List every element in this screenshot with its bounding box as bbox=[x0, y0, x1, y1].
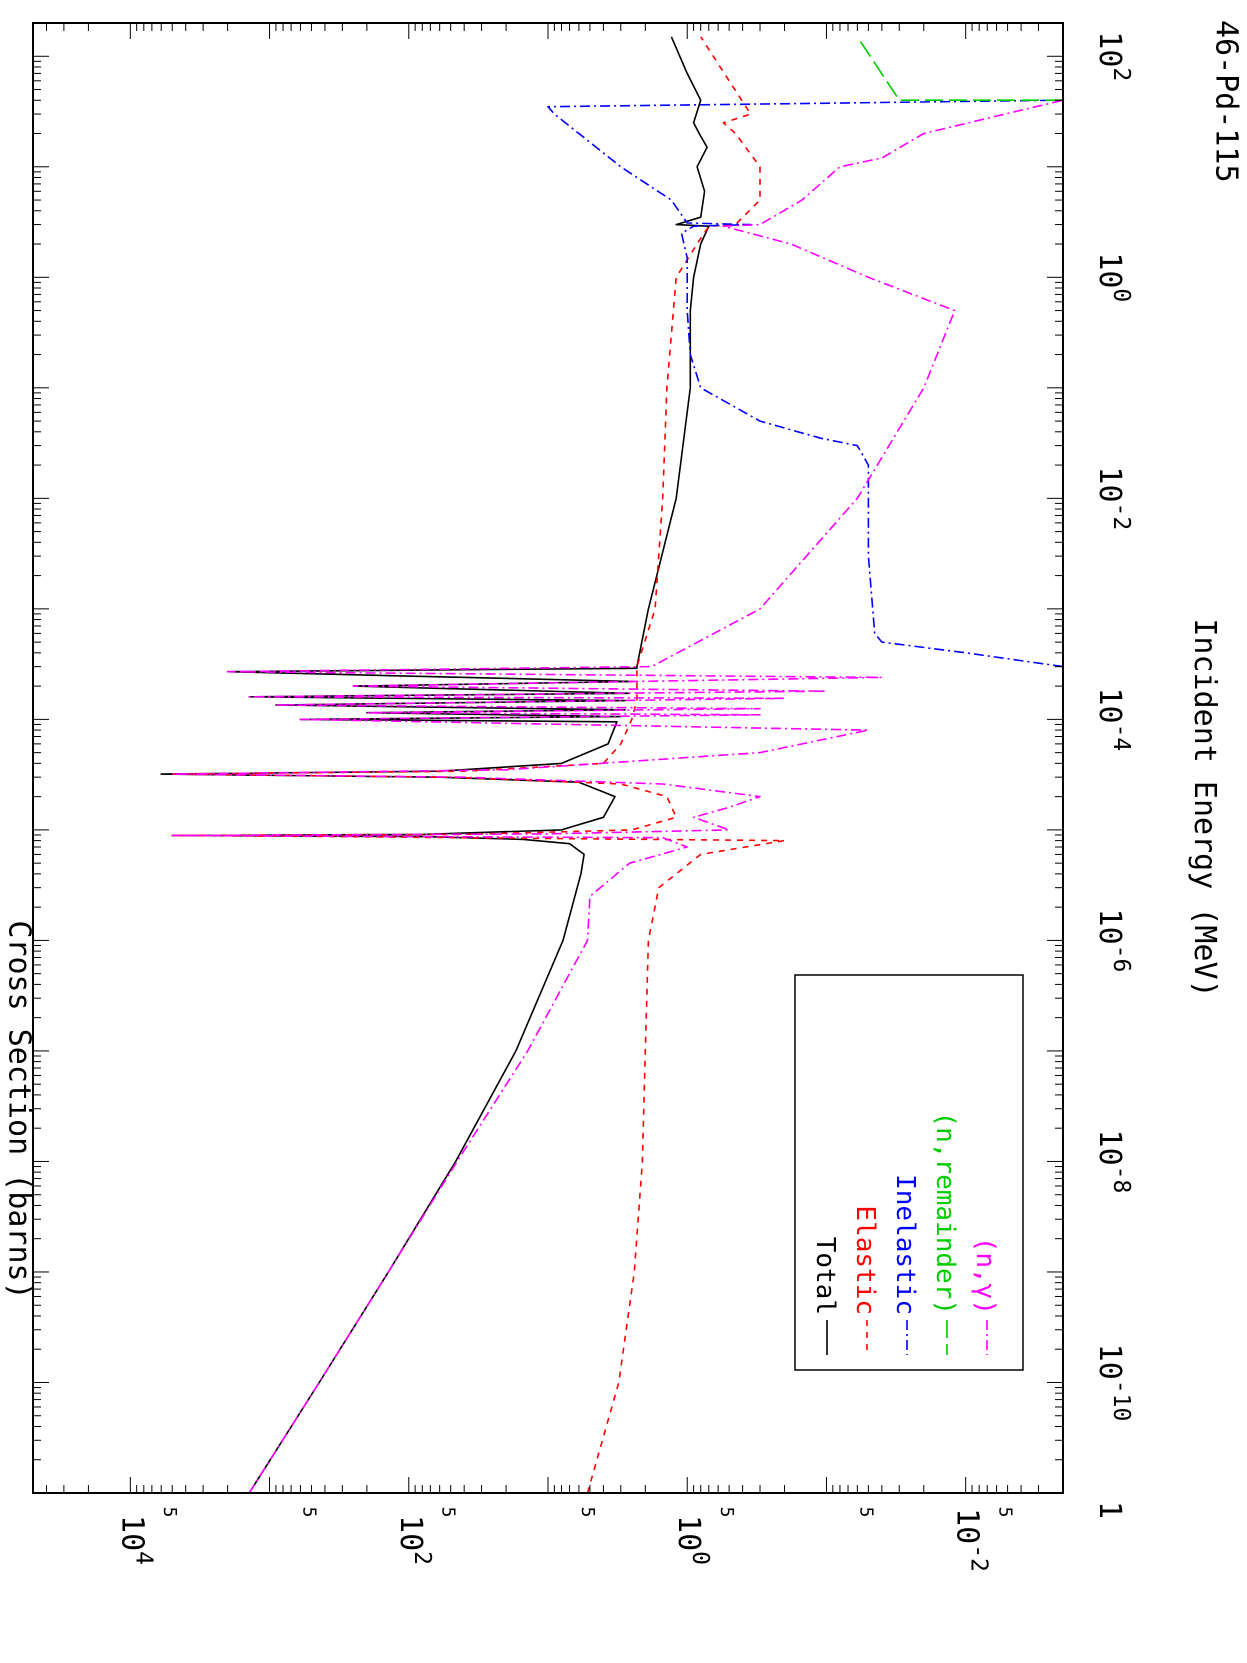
tick-labels: 10-10 10-8 10-6 10-4 10-2 100 102 1 10-2 100 102 10… bbox=[114, 31, 1134, 1572]
nuclide-label: 46-Pd-115 bbox=[1209, 20, 1244, 183]
x-tick-label: 10-8 bbox=[1092, 1130, 1134, 1194]
data-curves bbox=[160, 36, 1063, 1493]
y-minor-tick-label: 5 bbox=[577, 1507, 598, 1518]
legend-label: (n,γ) bbox=[970, 1237, 1000, 1315]
series-line-n bbox=[171, 99, 1063, 1493]
x-tick-label: 10-2 bbox=[1092, 466, 1134, 530]
x-axis-title: Incident Energy (MeV) bbox=[1187, 618, 1222, 997]
y-tick-label: 104 bbox=[114, 1515, 156, 1565]
legend-box bbox=[794, 974, 1024, 1371]
y-minor-tick-label: 5 bbox=[298, 1507, 319, 1518]
axis-ticks bbox=[32, 22, 1064, 1494]
series-line-n-remainder bbox=[856, 36, 1063, 101]
legend: Total Elastic Inelastic (n,remainder) (n,γ) bbox=[794, 974, 1024, 1371]
legend-label: Total bbox=[810, 1237, 840, 1315]
legend-label: (n,remainder) bbox=[930, 1112, 960, 1316]
x-tick-label: 10-4 bbox=[1092, 687, 1134, 751]
y-minor-tick-label: 5 bbox=[855, 1507, 876, 1518]
series-line-total bbox=[160, 36, 710, 1493]
y-tick-label: 102 bbox=[393, 1515, 435, 1565]
x-tick-label: 1 bbox=[1092, 1501, 1127, 1519]
y-tick-label: 10-2 bbox=[950, 1508, 992, 1572]
legend-label: Elastic bbox=[850, 1205, 880, 1315]
x-tick-label: 10-10 bbox=[1092, 1344, 1134, 1422]
y-minor-tick-label: 5 bbox=[716, 1507, 737, 1518]
x-tick-label: 102 bbox=[1092, 31, 1134, 81]
y-minor-tick-label: 5 bbox=[438, 1507, 459, 1518]
y-minor-tick-label: 5 bbox=[159, 1507, 180, 1518]
legend-label: Inelastic bbox=[890, 1174, 920, 1315]
y-minor-tick-label: 5 bbox=[995, 1507, 1016, 1518]
y-tick-label: 100 bbox=[671, 1515, 713, 1565]
x-tick-label: 100 bbox=[1092, 252, 1134, 302]
y-axis-title: Cross Section (barns) bbox=[2, 920, 37, 1299]
x-tick-label: 10-6 bbox=[1092, 908, 1134, 972]
